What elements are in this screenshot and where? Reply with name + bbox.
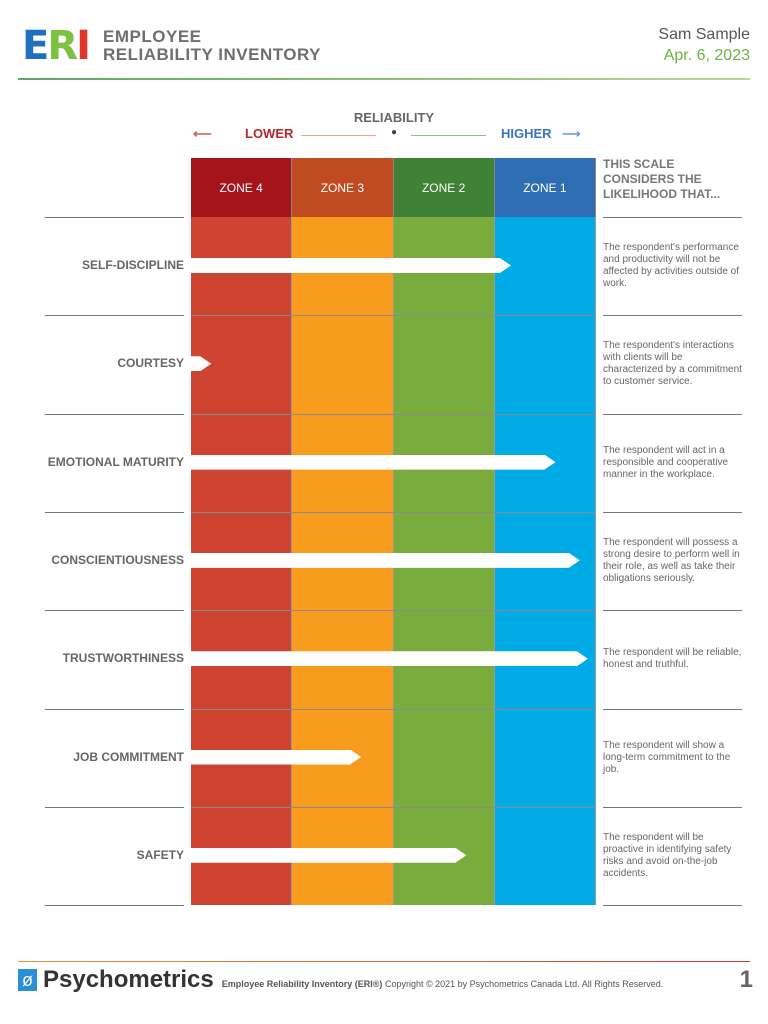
scale-description: The respondent will show a long-term com… — [603, 739, 731, 775]
page-number: 1 — [739, 966, 753, 993]
title-line1: EMPLOYEE — [103, 27, 202, 46]
score-arrow — [191, 356, 211, 371]
score-arrow — [191, 258, 511, 273]
row-divider — [45, 610, 184, 612]
footer-product: Employee Reliability Inventory (ERI®) — [221, 979, 383, 989]
reliability-scale: ⟵ LOWER ● HIGHER ⟶ — [193, 126, 593, 144]
row-divider — [45, 511, 184, 513]
zone-header-zone-2: ZONE 2 — [393, 158, 495, 217]
higher-line — [411, 135, 486, 136]
zone-header-zone-3: ZONE 3 — [292, 158, 394, 217]
scale-row: CONSCIENTIOUSNESS The respondent will po… — [0, 511, 768, 610]
left-arrow-icon: ⟵ — [193, 126, 212, 141]
grid-divider — [191, 806, 596, 808]
row-divider — [603, 413, 742, 415]
score-arrow — [191, 750, 361, 765]
scale-description: The respondent will possess a strong des… — [603, 536, 740, 584]
respondent-name: Sam Sample — [658, 26, 750, 43]
scale-description: The respondent's performance and product… — [603, 242, 740, 289]
row-divider — [45, 413, 184, 415]
grid-divider — [191, 511, 596, 513]
row-divider — [603, 806, 742, 808]
scale-label: SAFETY — [136, 847, 184, 862]
footer: ø Psychometrics Employee Reliability Inv… — [18, 966, 753, 994]
zone-grid — [191, 217, 596, 905]
footer-divider — [18, 961, 750, 962]
scale-row: SAFETY The respondent will be proactive … — [0, 806, 768, 905]
scale-row: EMOTIONAL MATURITY The respondent will a… — [0, 413, 768, 512]
scale-description: The respondent will act in a responsible… — [603, 444, 729, 480]
grid-divider — [191, 413, 596, 415]
reliability-title: RELIABILITY — [353, 110, 435, 125]
lower-line — [301, 135, 376, 136]
footer-copyright: Copyright © 2021 by Psychometrics Canada… — [384, 979, 664, 989]
scale-row: SELF-DISCIPLINE The respondent's perform… — [0, 217, 768, 315]
header-divider — [18, 78, 750, 80]
zone-header-zone-4: ZONE 4 — [191, 158, 293, 217]
psychometrics-logo-icon: ø — [18, 969, 37, 991]
grid-divider — [191, 315, 596, 317]
row-divider — [45, 806, 184, 808]
center-dot-icon: ● — [391, 127, 398, 138]
report-date: Apr. 6, 2023 — [663, 47, 750, 64]
scale-label: EMOTIONAL MATURITY — [47, 454, 184, 469]
row-divider — [45, 708, 184, 710]
scale-label: SELF-DISCIPLINE — [81, 258, 184, 272]
scale-label: CONSCIENTIOUSNESS — [51, 552, 184, 567]
right-arrow-icon: ⟶ — [562, 126, 581, 141]
score-arrow — [191, 848, 466, 863]
scale-considers-heading: THIS SCALE CONSIDERS THE LIKELIHOOD THAT… — [603, 157, 721, 201]
lower-label: LOWER — [245, 126, 294, 141]
row-divider — [45, 315, 184, 317]
score-arrow — [191, 651, 588, 666]
row-divider — [603, 511, 742, 513]
eri-logo: ERI EMPLOYEE RELIABILITY INVENTORY — [22, 26, 321, 66]
zone-header-zone-1: ZONE 1 — [494, 158, 596, 217]
score-arrow — [191, 553, 580, 568]
scale-label: TRUSTWORTHINESS — [62, 651, 184, 666]
higher-label: HIGHER — [501, 126, 552, 141]
row-divider — [45, 217, 184, 218]
scale-label: JOB COMMITMENT — [73, 749, 184, 764]
title-line2: RELIABILITY INVENTORY — [103, 45, 322, 64]
scale-row: TRUSTWORTHINESS The respondent will be r… — [0, 610, 768, 708]
row-divider — [603, 315, 742, 317]
scale-row: JOB COMMITMENT The respondent will show … — [0, 708, 768, 807]
score-arrow — [191, 455, 556, 470]
row-divider — [603, 217, 742, 218]
psychometrics-brand: Psychometrics — [43, 966, 214, 993]
scale-label: COURTESY — [117, 356, 184, 371]
row-divider — [603, 610, 742, 612]
grid-divider — [191, 610, 596, 612]
scale-description: The respondent will be reliable, honest … — [603, 647, 742, 671]
row-divider — [603, 708, 742, 710]
grid-divider — [191, 708, 596, 710]
zone-header: ZONE 4 ZONE 3 ZONE 2 ZONE 1 — [191, 158, 596, 217]
scale-row: COURTESY The respondent's interactions w… — [0, 315, 768, 413]
scale-description: The respondent will be proactive in iden… — [603, 831, 732, 879]
eri-logo-mark: ERI — [22, 23, 91, 69]
report-title: EMPLOYEE RELIABILITY INVENTORY — [103, 28, 321, 64]
scale-description: The respondent's interactions with clien… — [603, 340, 742, 388]
